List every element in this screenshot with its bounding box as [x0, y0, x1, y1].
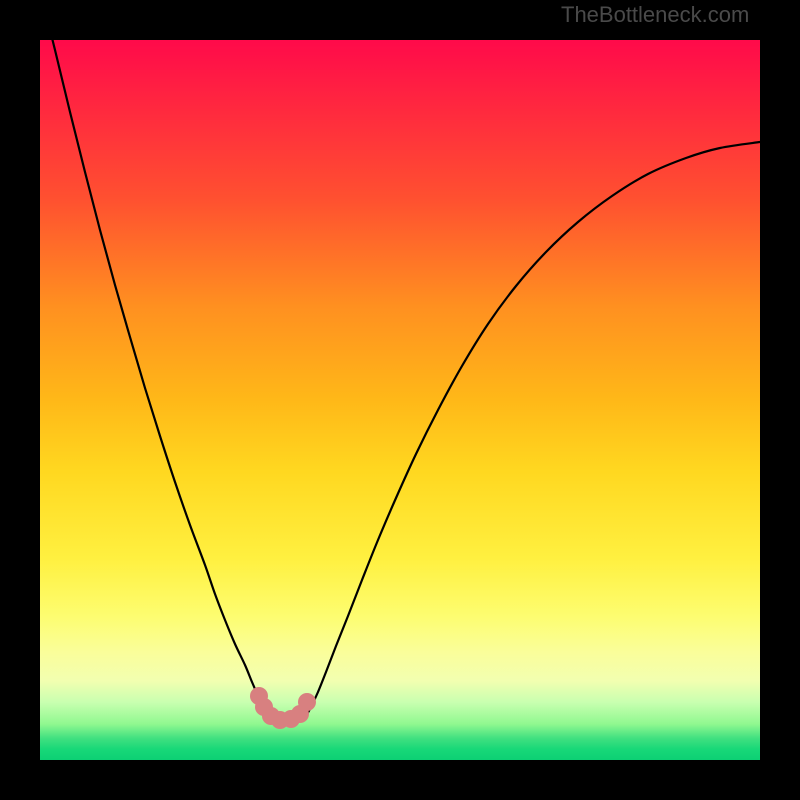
plot-svg	[40, 40, 760, 760]
marker-point	[298, 693, 316, 711]
plot-area	[40, 40, 760, 760]
bottleneck-curve	[40, 40, 760, 720]
chart-canvas: TheBottleneck.com	[0, 0, 800, 800]
watermark-text: TheBottleneck.com	[561, 2, 749, 28]
